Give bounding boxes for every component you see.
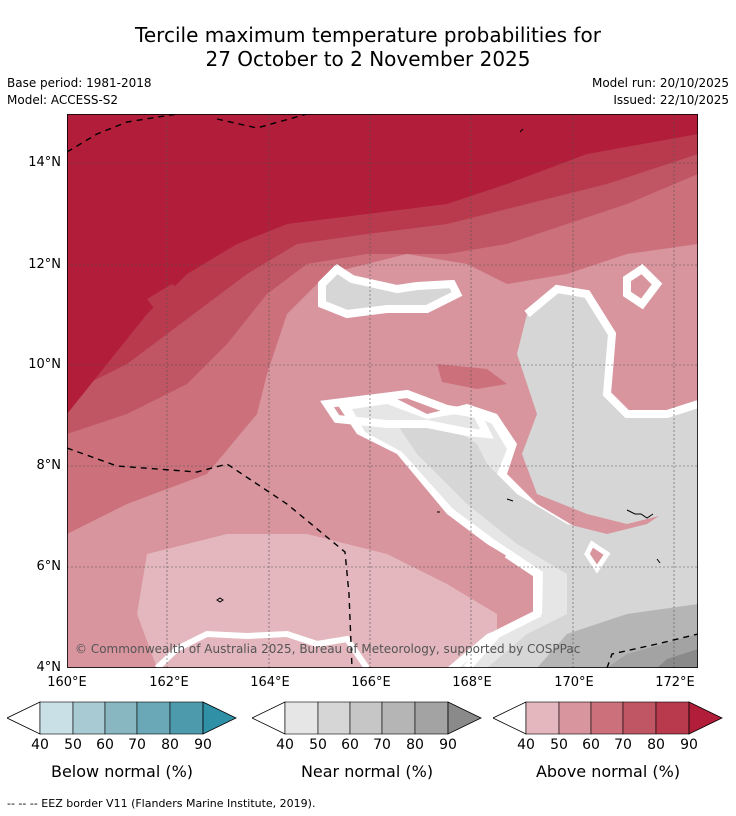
colorbar-below-swatch bbox=[169, 701, 204, 735]
colorbar-near-normal bbox=[252, 701, 482, 735]
colorbar-below-normal bbox=[7, 701, 237, 735]
contour-white-southwest bbox=[154, 630, 370, 668]
island-outlines bbox=[216, 128, 661, 603]
colorbar-near-tick: 40 bbox=[276, 737, 294, 753]
colorbar-above-tick: 80 bbox=[647, 737, 665, 753]
map-title-line2: 27 October to 2 November 2025 bbox=[205, 47, 531, 71]
colorbar-above-tick: 70 bbox=[614, 737, 632, 753]
map-title-line1: Tercile maximum temperature probabilitie… bbox=[135, 23, 601, 47]
colorbar-above-swatch bbox=[558, 701, 592, 735]
colorbar-near-swatch bbox=[349, 701, 383, 735]
colorbar-above-tick: 50 bbox=[550, 737, 568, 753]
contour-white-south bbox=[464, 550, 541, 668]
colorbar-near-swatch bbox=[284, 701, 319, 735]
colorbar-near-swatch bbox=[447, 701, 482, 735]
lon-tick-170e: 170°E bbox=[554, 675, 594, 690]
area-near-50-north bbox=[517, 289, 698, 524]
area-near-90 bbox=[657, 649, 698, 668]
area-near-north-blob bbox=[318, 263, 463, 319]
lon-tick-168e: 168°E bbox=[452, 675, 492, 690]
colorbar-near-tick: 60 bbox=[341, 737, 359, 753]
colorbar-below-tick: 50 bbox=[64, 737, 82, 753]
colorbar-near-swatch bbox=[381, 701, 416, 735]
area-above-60-patch bbox=[437, 364, 507, 389]
colorbar-near-tick: 50 bbox=[309, 737, 327, 753]
lon-tick-172e: 172°E bbox=[655, 675, 695, 690]
colorbar-near-title: Near normal (%) bbox=[300, 762, 434, 781]
lon-tick-160e: 160°E bbox=[47, 675, 87, 690]
colorbar-below-swatch bbox=[136, 701, 171, 735]
colorbar-below-tick: 90 bbox=[194, 737, 212, 753]
colorbar-near-tick: 70 bbox=[373, 737, 391, 753]
lat-tick-8n: 8°N bbox=[36, 458, 62, 473]
colorbar-near-swatch bbox=[414, 701, 449, 735]
colorbar-above-tick: 90 bbox=[680, 737, 698, 753]
lat-tick-14n: 14°N bbox=[28, 155, 61, 170]
lon-tick-164e: 164°E bbox=[250, 675, 290, 690]
colorbar-near-tick: 80 bbox=[406, 737, 424, 753]
colorbar-near-tick: 90 bbox=[439, 737, 457, 753]
colorbar-near-swatch bbox=[317, 701, 351, 735]
colorbar-below-tick: 80 bbox=[161, 737, 179, 753]
colorbar-above-tick: 60 bbox=[582, 737, 600, 753]
colorbar-above-swatch bbox=[525, 701, 560, 735]
issued-date: Issued: 22/10/2025 bbox=[613, 93, 729, 107]
lat-tick-6n: 6°N bbox=[36, 559, 62, 574]
colorbar-above-swatch bbox=[655, 701, 690, 735]
colorbar-below-swatch bbox=[202, 701, 237, 735]
colorbar-above-swatch bbox=[688, 701, 723, 735]
lon-tick-162e: 162°E bbox=[149, 675, 189, 690]
graticule bbox=[67, 114, 698, 668]
model-name: Model: ACCESS-S2 bbox=[7, 93, 119, 107]
colorbar-below-tick: 60 bbox=[96, 737, 114, 753]
lon-tick-166e: 166°E bbox=[351, 675, 391, 690]
colorbar-below-swatch bbox=[39, 701, 74, 735]
model-run: Model run: 20/10/2025 bbox=[591, 76, 729, 90]
area-near-50 bbox=[397, 424, 698, 668]
colorbar-below-title: Below normal (%) bbox=[50, 762, 194, 781]
contour-white-north bbox=[524, 284, 698, 418]
lat-tick-4n: 4°N bbox=[36, 660, 62, 675]
colorbar-above-tick: 40 bbox=[517, 737, 535, 753]
base-period: Base period: 1981-2018 bbox=[7, 76, 152, 90]
contour-white-east-blob bbox=[623, 263, 663, 310]
colorbar-below-swatch bbox=[72, 701, 106, 735]
lat-tick-12n: 12°N bbox=[28, 257, 61, 272]
eez-border bbox=[67, 114, 698, 668]
contour-white-small bbox=[584, 540, 611, 574]
probability-map[interactable] bbox=[67, 114, 698, 668]
eez-footnote: -- -- -- EEZ border V11 (Flanders Marine… bbox=[7, 797, 316, 810]
colorbar-above-swatch bbox=[622, 701, 657, 735]
colorbar-below-tick: 70 bbox=[128, 737, 146, 753]
colorbar-above-title: Above normal (%) bbox=[535, 762, 681, 781]
contour-white-line bbox=[320, 389, 494, 439]
colorbar-below-tick: 40 bbox=[31, 737, 49, 753]
map-frame bbox=[67, 114, 698, 668]
lat-tick-10n: 10°N bbox=[28, 357, 61, 372]
colorbar-above-swatch bbox=[590, 701, 624, 735]
colorbar-above-normal bbox=[493, 701, 723, 735]
area-above-80-patch bbox=[147, 284, 192, 319]
colorbar-below-swatch bbox=[104, 701, 138, 735]
area-above-90 bbox=[67, 114, 698, 414]
copyright-notice: © Commonwealth of Australia 2025, Bureau… bbox=[75, 642, 581, 656]
